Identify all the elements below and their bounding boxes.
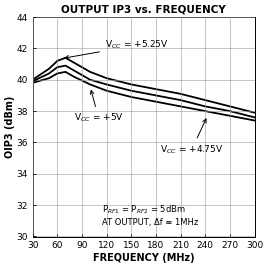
Text: AT OUTPUT, Δf ≡ 1MHz: AT OUTPUT, Δf ≡ 1MHz bbox=[102, 218, 199, 227]
Text: P$_{RF1}$ = P$_{RF2}$ = 5dBm: P$_{RF1}$ = P$_{RF2}$ = 5dBm bbox=[102, 204, 186, 216]
Text: V$_{CC}$ = +5V: V$_{CC}$ = +5V bbox=[74, 91, 124, 124]
Text: V$_{CC}$ = +4.75V: V$_{CC}$ = +4.75V bbox=[160, 119, 224, 156]
Text: V$_{CC}$ = +5.25V: V$_{CC}$ = +5.25V bbox=[65, 39, 169, 59]
Y-axis label: OIP3 (dBm): OIP3 (dBm) bbox=[5, 96, 15, 158]
X-axis label: FREQUENCY (MHz): FREQUENCY (MHz) bbox=[93, 253, 194, 263]
Title: OUTPUT IP3 vs. FREQUENCY: OUTPUT IP3 vs. FREQUENCY bbox=[61, 5, 226, 15]
